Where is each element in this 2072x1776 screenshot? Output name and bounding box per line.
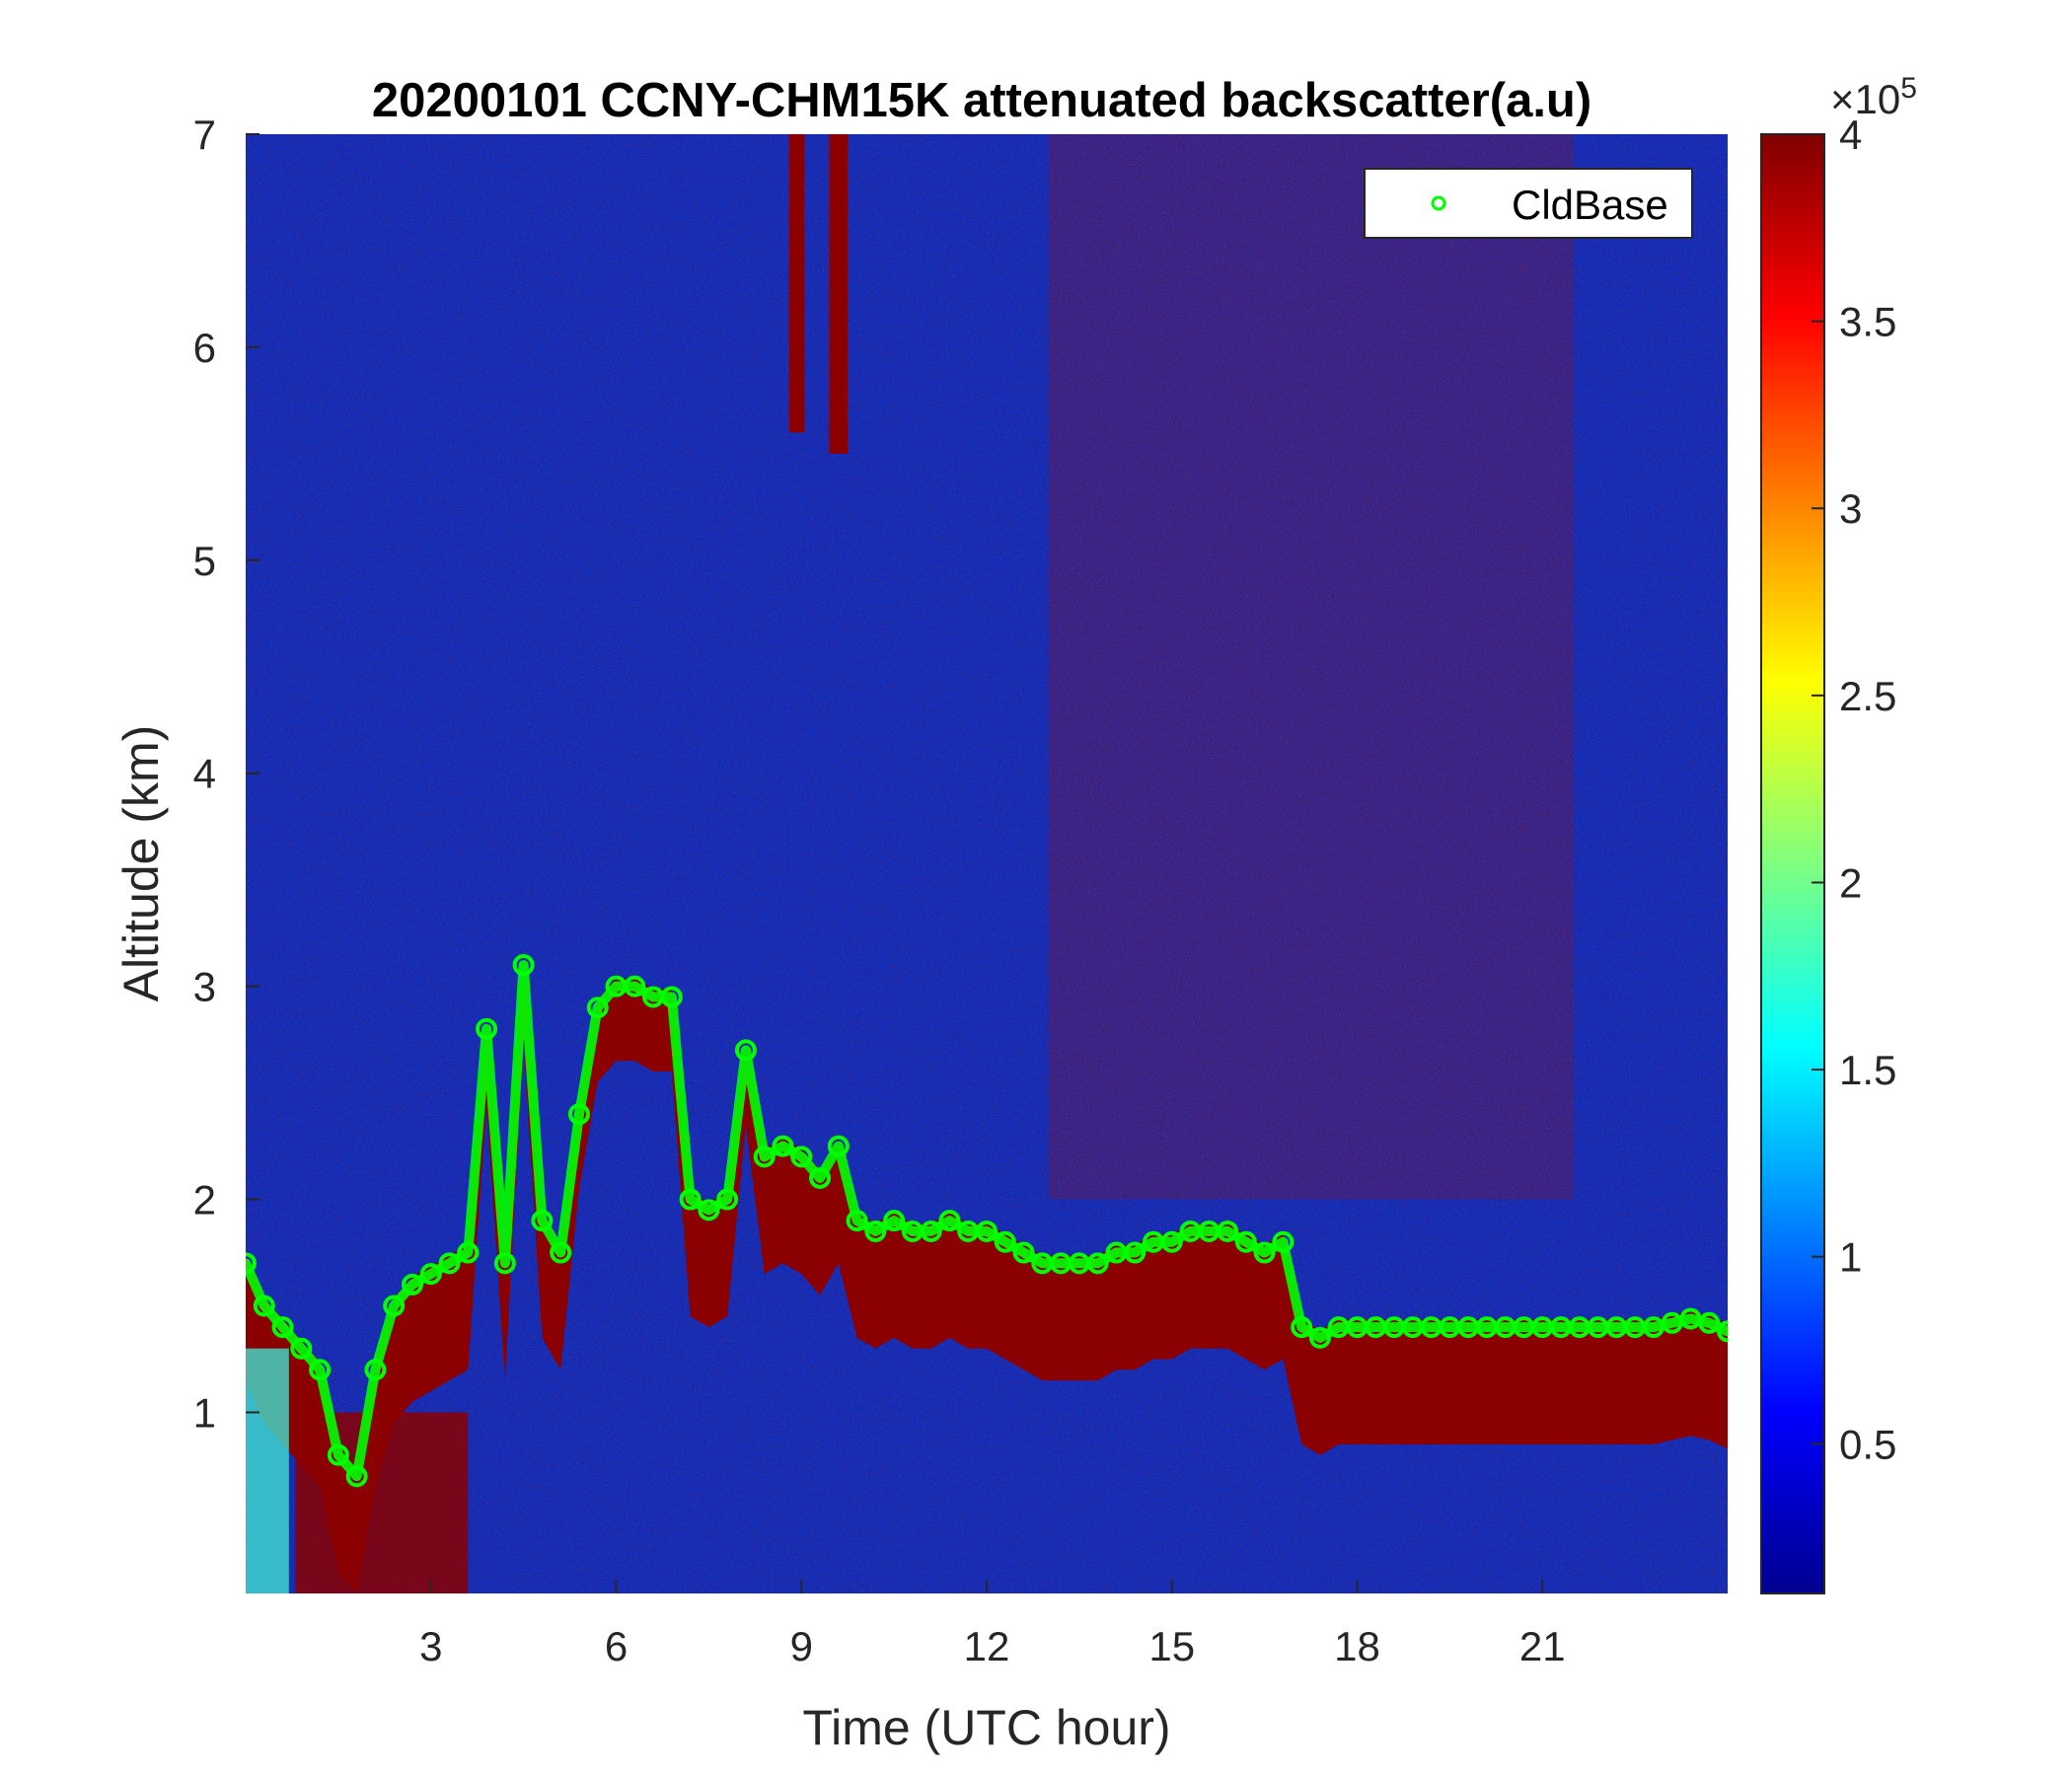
- y-tick-label: 1: [193, 1389, 216, 1436]
- colorbar-tick-label: 0.5: [1839, 1421, 1896, 1467]
- cldbase-line: [246, 960, 1728, 1482]
- x-tick-label: 6: [605, 1623, 628, 1669]
- x-tick-label: 18: [1334, 1623, 1380, 1669]
- colorbar-tick-label: 4: [1839, 111, 1862, 158]
- colorbar: 0.5 1 1.5 2 2.5 3 3.5 4 ×105: [1760, 72, 1917, 1594]
- y-tick-label: 7: [193, 111, 216, 158]
- cldbase-point: [271, 1316, 294, 1339]
- x-axis-label: Time (UTC hour): [802, 1700, 1170, 1755]
- x-axis: 3 6 9 12 15 18 21: [419, 1580, 1566, 1669]
- colorbar-tick-label: 3: [1839, 485, 1862, 532]
- colorbar-ticks: 0.5 1 1.5 2 2.5 3 3.5 4: [1812, 111, 1896, 1467]
- cldbase-point: [246, 1252, 257, 1275]
- x-tick-label: 3: [419, 1623, 442, 1669]
- plot-area: [246, 134, 1728, 1593]
- chart-title: 20200101 CCNY-CHM15K attenuated backscat…: [372, 74, 1591, 127]
- legend: CldBase: [1364, 168, 1693, 239]
- colorbar-tick-label: 1.5: [1839, 1047, 1896, 1093]
- colorbar-tick-label: 2: [1839, 859, 1862, 906]
- cldbase-series: [246, 954, 1728, 1488]
- y-tick-label: 4: [193, 751, 216, 797]
- cloud-layer: [246, 957, 1728, 1593]
- y-tick-label: 2: [193, 1177, 216, 1223]
- surface-aerosol: [246, 1348, 289, 1593]
- colorbar-tick-label: 3.5: [1839, 299, 1896, 345]
- x-tick-label: 15: [1148, 1623, 1195, 1669]
- y-axis-label: Altitude (km): [113, 725, 169, 1002]
- high-cloud-streak: [788, 134, 805, 433]
- y-tick-label: 3: [193, 964, 216, 1010]
- legend-entry-cldbase: CldBase: [1512, 182, 1668, 228]
- x-tick-label: 9: [790, 1623, 813, 1669]
- legend-box: [1364, 168, 1693, 239]
- heatmap-layer: [246, 134, 1728, 1593]
- colorbar-tick-label: 2.5: [1839, 673, 1896, 719]
- colorbar-exponent: ×105: [1830, 72, 1917, 122]
- y-tick-label: 5: [193, 538, 216, 584]
- colorbar-gradient: [1760, 133, 1825, 1594]
- x-tick-label: 21: [1519, 1623, 1566, 1669]
- legend-marker-icon: [1431, 195, 1446, 211]
- cldbase-point: [290, 1337, 313, 1360]
- y-tick-label: 6: [193, 325, 216, 371]
- x-tick-label: 12: [964, 1623, 1010, 1669]
- colorbar-tick-label: 1: [1839, 1234, 1862, 1281]
- high-cloud-streak: [829, 134, 849, 454]
- y-axis: 1 2 3 4 5 6 7: [193, 111, 259, 1436]
- low-cloud: [295, 1412, 469, 1593]
